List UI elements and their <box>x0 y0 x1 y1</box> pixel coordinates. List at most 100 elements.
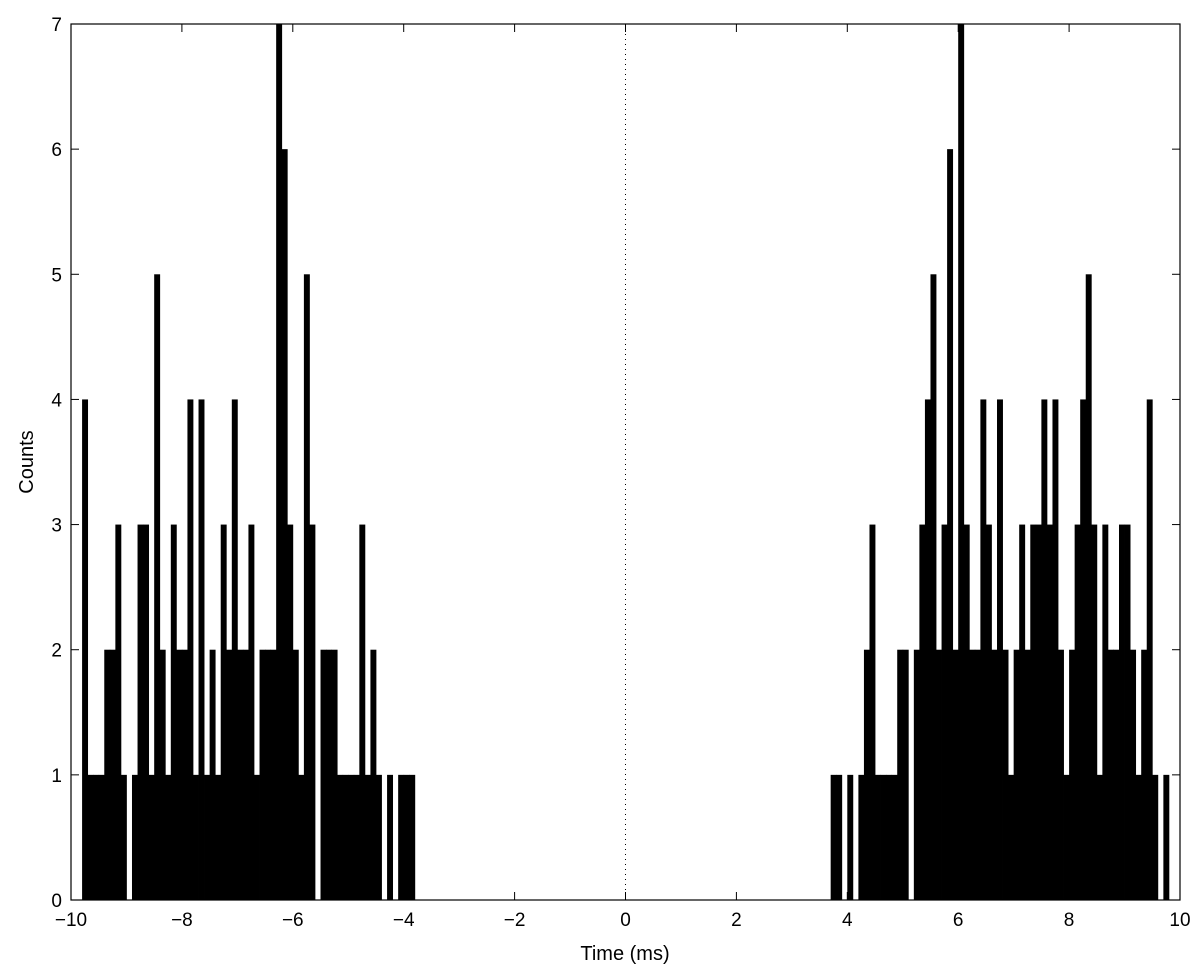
histogram-bar <box>930 274 937 900</box>
histogram-bar <box>1024 649 1031 900</box>
histogram-bar <box>326 649 333 900</box>
histogram-bar <box>87 774 94 900</box>
histogram-bar <box>248 524 255 900</box>
y-tick-label: 5 <box>51 265 62 286</box>
histogram-bar <box>1091 524 1098 900</box>
x-tick-label: −6 <box>282 910 304 931</box>
histogram-bar <box>375 774 382 900</box>
histogram-bar <box>220 524 227 900</box>
histogram-bar <box>1152 774 1159 900</box>
histogram-bar <box>985 524 992 900</box>
histogram-bar <box>1052 399 1059 900</box>
histogram-bar <box>82 399 89 900</box>
histogram-bar <box>165 774 172 900</box>
histogram-bar <box>409 774 416 900</box>
histogram-bar <box>1074 524 1081 900</box>
histogram-bar <box>924 399 931 900</box>
histogram-bar <box>115 524 122 900</box>
histogram-bar <box>209 649 216 900</box>
histogram-bar <box>974 649 981 900</box>
histogram-bar <box>952 649 959 900</box>
histogram-bar <box>192 774 199 900</box>
histogram-bar <box>1035 524 1042 900</box>
histogram-bar <box>104 649 111 900</box>
histogram-bar <box>337 774 344 900</box>
histogram-bar <box>902 649 909 900</box>
histogram-bar <box>331 649 338 900</box>
y-tick-label: 0 <box>51 891 62 912</box>
histogram-bar <box>353 774 360 900</box>
histogram-bar <box>997 399 1003 900</box>
histogram-bar <box>830 774 837 900</box>
histogram-bar <box>1058 649 1064 900</box>
histogram-bar <box>941 524 948 900</box>
histogram-bar <box>969 649 976 900</box>
histogram-bar <box>176 649 183 900</box>
histogram-bar <box>1119 524 1125 900</box>
histogram-bar <box>1085 274 1092 900</box>
x-tick-label: −4 <box>393 910 415 931</box>
histogram-bar <box>858 774 865 900</box>
histogram-bar <box>320 649 327 900</box>
histogram-bar <box>359 524 366 900</box>
histogram-bar <box>980 399 987 900</box>
histogram-bar <box>875 774 881 900</box>
histogram-bar <box>1041 399 1048 900</box>
histogram-bar <box>159 649 166 900</box>
histogram-bar <box>1063 774 1070 900</box>
histogram-bar <box>265 649 272 900</box>
histogram-bar <box>253 774 260 900</box>
histogram-bar <box>215 774 222 900</box>
histogram-bar <box>919 524 926 900</box>
histogram-bar <box>170 524 177 900</box>
axis-ticks <box>70 23 1181 901</box>
histogram-bar <box>398 774 405 900</box>
x-tick-labels: −10 −8 −6 −4 −2 0 2 4 6 8 10 <box>55 910 1191 931</box>
histogram-bar <box>863 649 870 900</box>
histogram-bar <box>1124 524 1131 900</box>
histogram-bar <box>187 399 194 900</box>
histogram-bar <box>1080 399 1087 900</box>
y-tick-label: 3 <box>51 516 62 537</box>
histogram-bar <box>1013 649 1020 900</box>
x-tick-label: 10 <box>1169 910 1190 931</box>
histogram-bar <box>276 24 283 900</box>
histogram-bar <box>226 649 233 900</box>
histogram-bar <box>1146 399 1153 900</box>
histogram-bar <box>287 524 294 900</box>
histogram-bar <box>242 649 249 900</box>
histogram-bar <box>991 649 998 900</box>
x-tick-label: −8 <box>171 910 193 931</box>
histogram-bar <box>198 399 205 900</box>
histogram-bar <box>259 649 266 900</box>
x-axis-label: Time (ms) <box>580 943 669 965</box>
histogram-bar <box>137 524 144 900</box>
x-tick-label: 0 <box>620 910 631 931</box>
histogram-bar <box>1113 649 1120 900</box>
y-tick-label: 1 <box>51 766 62 787</box>
histogram-bar <box>270 649 277 900</box>
histogram-bar <box>231 399 238 900</box>
histogram-bar <box>1002 649 1009 900</box>
histogram-bar <box>237 649 244 900</box>
histogram-bar <box>298 774 305 900</box>
histogram-bar <box>143 524 150 900</box>
histogram-bar <box>342 774 349 900</box>
y-tick-labels: 0 1 2 3 4 5 6 7 <box>51 15 62 912</box>
histogram-bar <box>364 774 371 900</box>
histogram-bar <box>204 774 211 900</box>
x-tick-label: 6 <box>953 910 964 931</box>
y-tick-label: 4 <box>51 390 62 411</box>
histogram-bar <box>1008 774 1015 900</box>
histogram-bar <box>309 524 316 900</box>
histogram-bar <box>148 774 155 900</box>
histogram-bar <box>1163 774 1170 900</box>
histogram-bar <box>913 649 920 900</box>
histogram-bar <box>1030 524 1037 900</box>
x-tick-label: 2 <box>731 910 742 931</box>
y-tick-label: 2 <box>51 641 62 662</box>
histogram-bars <box>82 24 1170 900</box>
histogram-bar <box>281 149 288 900</box>
histogram-bar <box>958 24 965 900</box>
histogram-bar <box>891 774 898 900</box>
